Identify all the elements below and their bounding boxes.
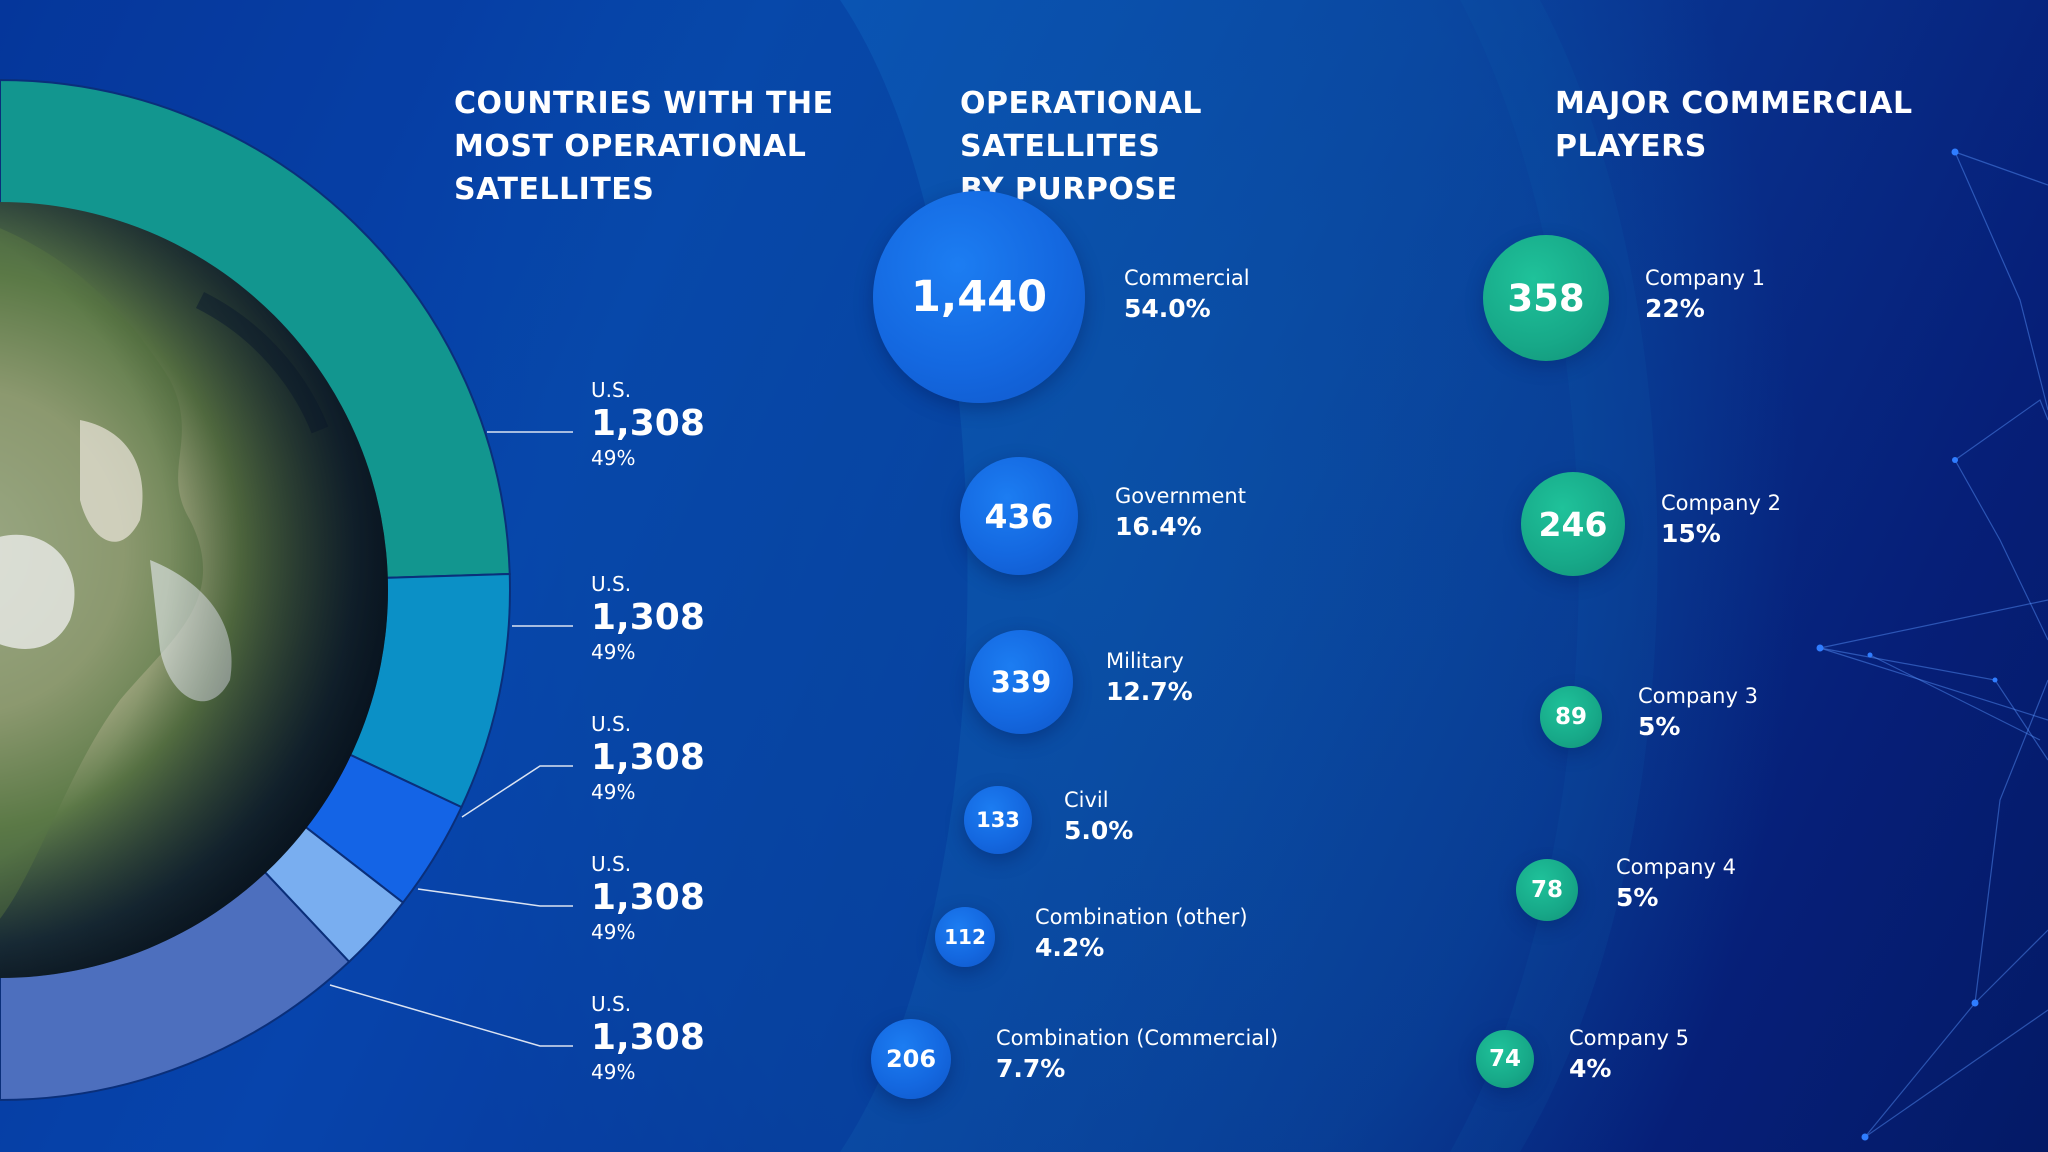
bubble-value: 358 [1507,276,1585,320]
bg-arc-right [1450,0,1658,1152]
purpose-percent: 54.0% [1124,294,1211,323]
title-countries-line-1: COUNTRIES WITH THE [454,86,834,121]
title-countries: COUNTRIES WITH THE MOST OPERATIONAL SATE… [454,82,834,211]
network-nodes [1816,148,1998,1141]
title-players-line-2: PLAYERS [1555,129,1707,164]
country-name: U.S. [591,572,632,596]
purpose-bubble-commercial: 1,440 [873,191,1085,403]
country-value: 1,308 [591,1017,705,1058]
purpose-bubble-government: 436 [960,457,1078,575]
company-name: Company 1 [1645,266,1765,290]
earth-image [0,202,388,978]
purpose-name: Government [1115,484,1246,508]
bubble-value: 339 [990,665,1052,699]
purpose-bubble-combination-other: 112 [935,907,995,967]
title-purpose: OPERATIONAL SATELLITES BY PURPOSE [960,82,1400,211]
purpose-name: Commercial [1124,266,1250,290]
purpose-label-government: Government 16.4% [1115,482,1246,544]
purpose-bubble-military: 339 [969,630,1073,734]
country-percent: 49% [591,640,636,664]
purpose-name: Civil [1064,788,1109,812]
country-value: 1,308 [591,877,705,918]
bubble-value: 133 [976,808,1020,832]
purpose-label-commercial: Commercial 54.0% [1124,264,1250,326]
title-purpose-line-1: OPERATIONAL SATELLITES [960,86,1203,164]
company-bubble-1: 358 [1483,235,1609,361]
company-bubble-2: 246 [1521,472,1625,576]
bubble-value: 246 [1538,504,1608,544]
country-label-4: U.S. 1,308 49% [591,852,791,944]
country-name: U.S. [591,992,632,1016]
country-percent: 49% [591,446,636,470]
company-bubble-5: 74 [1476,1030,1534,1088]
company-label-2: Company 2 15% [1661,489,1781,551]
company-name: Company 2 [1661,491,1781,515]
company-bubble-4: 78 [1516,859,1578,921]
purpose-percent: 5.0% [1064,816,1134,845]
purpose-label-combination-other: Combination (other) 4.2% [1035,903,1248,965]
country-percent: 49% [591,1060,636,1084]
purpose-percent: 4.2% [1035,933,1105,962]
company-label-3: Company 3 5% [1638,682,1758,744]
purpose-name: Military [1106,649,1184,673]
company-name: Company 5 [1569,1026,1689,1050]
company-name: Company 4 [1616,855,1736,879]
purpose-label-military: Military 12.7% [1106,647,1193,709]
leader-line-4 [417,888,573,907]
company-bubble-3: 89 [1540,686,1602,748]
title-countries-line-2: MOST OPERATIONAL [454,129,807,164]
country-percent: 49% [591,780,636,804]
country-percent: 49% [591,920,636,944]
country-name: U.S. [591,378,632,402]
title-players: MAJOR COMMERCIAL PLAYERS [1555,82,1955,168]
bubble-value: 1,440 [910,272,1047,322]
purpose-bubble-combination-commercial: 206 [871,1019,951,1099]
company-percent: 22% [1645,294,1705,323]
company-percent: 4% [1569,1054,1612,1083]
purpose-percent: 12.7% [1106,677,1193,706]
purpose-name: Combination (other) [1035,905,1248,929]
company-percent: 15% [1661,519,1721,548]
country-label-1: U.S. 1,308 49% [591,378,791,470]
purpose-bubble-civil: 133 [964,786,1032,854]
purpose-label-combination-commercial: Combination (Commercial) 7.7% [996,1024,1278,1086]
company-percent: 5% [1638,712,1681,741]
country-label-3: U.S. 1,308 49% [591,712,791,804]
company-label-4: Company 4 5% [1616,853,1736,915]
country-value: 1,308 [591,403,705,444]
leader-line-3 [461,765,573,818]
country-label-5: U.S. 1,308 49% [591,992,791,1084]
bubble-value: 89 [1554,704,1587,730]
country-label-2: U.S. 1,308 49% [591,572,791,664]
country-value: 1,308 [591,737,705,778]
purpose-percent: 16.4% [1115,512,1202,541]
purpose-label-civil: Civil 5.0% [1064,786,1133,848]
bubble-value: 78 [1530,877,1563,903]
country-value: 1,308 [591,597,705,638]
network-lines [1819,151,2048,1138]
bubble-value: 206 [885,1045,937,1073]
bubble-value: 112 [944,925,986,949]
leader-line-5 [329,984,573,1047]
company-percent: 5% [1616,883,1659,912]
donut-leader-lines [329,431,573,1047]
title-players-line-1: MAJOR COMMERCIAL [1555,86,1913,121]
bubble-value: 74 [1488,1046,1521,1072]
country-name: U.S. [591,712,632,736]
purpose-name: Combination (Commercial) [996,1026,1279,1050]
company-label-5: Company 5 4% [1569,1024,1689,1086]
title-countries-line-3: SATELLITES [454,172,655,207]
company-label-1: Company 1 22% [1645,264,1765,326]
bubble-value: 436 [984,496,1054,536]
purpose-percent: 7.7% [996,1054,1066,1083]
company-name: Company 3 [1638,684,1758,708]
country-name: U.S. [591,852,632,876]
